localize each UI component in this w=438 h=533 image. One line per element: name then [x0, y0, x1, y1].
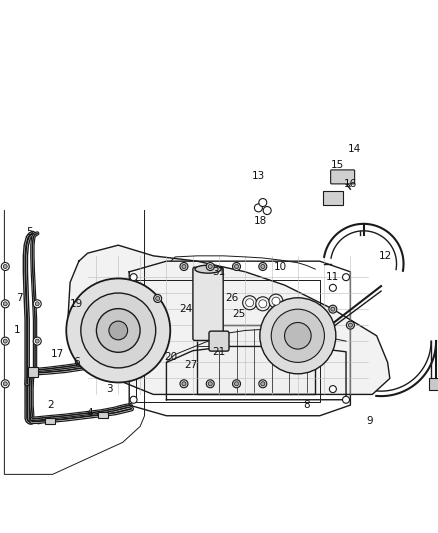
- Text: 16: 16: [344, 179, 357, 189]
- FancyBboxPatch shape: [193, 267, 223, 341]
- Text: 1: 1: [14, 326, 21, 335]
- Circle shape: [130, 273, 137, 281]
- Text: 19: 19: [70, 299, 83, 309]
- FancyBboxPatch shape: [331, 170, 355, 184]
- Circle shape: [155, 296, 160, 301]
- Circle shape: [182, 382, 186, 386]
- Circle shape: [1, 262, 9, 271]
- Circle shape: [208, 382, 212, 386]
- Text: 21: 21: [212, 347, 226, 357]
- Text: 25: 25: [232, 310, 245, 319]
- Circle shape: [182, 264, 186, 269]
- FancyBboxPatch shape: [194, 305, 220, 325]
- Circle shape: [208, 264, 212, 269]
- Circle shape: [33, 337, 41, 345]
- Circle shape: [329, 385, 336, 393]
- Circle shape: [233, 379, 240, 388]
- Circle shape: [180, 379, 188, 388]
- Circle shape: [246, 298, 254, 307]
- Circle shape: [263, 206, 271, 215]
- Circle shape: [206, 262, 214, 271]
- Text: 31: 31: [212, 267, 226, 277]
- Circle shape: [35, 339, 39, 343]
- Circle shape: [256, 297, 270, 311]
- Text: 20: 20: [164, 352, 177, 362]
- Circle shape: [261, 382, 265, 386]
- Circle shape: [81, 293, 155, 368]
- FancyBboxPatch shape: [323, 191, 343, 205]
- Circle shape: [1, 379, 9, 388]
- Circle shape: [254, 204, 262, 212]
- Bar: [429, 378, 438, 391]
- Circle shape: [66, 278, 170, 383]
- Bar: [197, 325, 315, 394]
- Text: 12: 12: [379, 251, 392, 261]
- Circle shape: [3, 382, 7, 386]
- Circle shape: [130, 396, 137, 403]
- Text: 18: 18: [254, 216, 267, 226]
- Circle shape: [343, 273, 350, 281]
- Circle shape: [35, 302, 39, 306]
- Circle shape: [154, 294, 162, 303]
- Circle shape: [259, 198, 267, 207]
- Text: 3: 3: [106, 384, 113, 394]
- Circle shape: [180, 262, 188, 271]
- Circle shape: [329, 305, 337, 313]
- Circle shape: [3, 264, 7, 269]
- Circle shape: [331, 307, 335, 311]
- Text: 6: 6: [73, 358, 80, 367]
- Circle shape: [206, 379, 214, 388]
- Text: 2: 2: [47, 400, 54, 410]
- Bar: [28, 367, 38, 377]
- Circle shape: [259, 379, 267, 388]
- Text: 7: 7: [16, 294, 23, 303]
- Circle shape: [234, 264, 239, 269]
- Circle shape: [343, 396, 350, 403]
- Text: 15: 15: [331, 160, 344, 170]
- Circle shape: [269, 294, 283, 308]
- Ellipse shape: [195, 265, 221, 273]
- Text: 4: 4: [86, 408, 93, 418]
- Text: 14: 14: [348, 144, 361, 154]
- Text: 27: 27: [184, 360, 197, 370]
- Circle shape: [234, 382, 239, 386]
- Text: 5: 5: [26, 227, 33, 237]
- Circle shape: [271, 309, 325, 362]
- Circle shape: [260, 298, 336, 374]
- Circle shape: [3, 302, 7, 306]
- Circle shape: [259, 262, 267, 271]
- Polygon shape: [68, 245, 390, 394]
- Bar: [46, 417, 55, 424]
- Text: 8: 8: [303, 400, 310, 410]
- Circle shape: [259, 300, 267, 308]
- Text: 26: 26: [226, 294, 239, 303]
- Circle shape: [3, 339, 7, 343]
- Text: 11: 11: [326, 272, 339, 282]
- Circle shape: [1, 300, 9, 308]
- Text: 9: 9: [367, 416, 374, 426]
- Circle shape: [96, 309, 140, 352]
- Circle shape: [348, 323, 353, 327]
- Circle shape: [1, 337, 9, 345]
- Text: 17: 17: [50, 350, 64, 359]
- Circle shape: [272, 297, 280, 305]
- Text: 13: 13: [252, 171, 265, 181]
- Circle shape: [329, 284, 336, 292]
- Circle shape: [261, 264, 265, 269]
- Circle shape: [346, 321, 354, 329]
- Circle shape: [33, 300, 41, 308]
- Circle shape: [233, 262, 240, 271]
- Text: 24: 24: [180, 304, 193, 314]
- FancyBboxPatch shape: [209, 331, 229, 351]
- Circle shape: [109, 321, 127, 340]
- Text: 10: 10: [274, 262, 287, 271]
- Circle shape: [243, 296, 257, 310]
- Bar: [98, 411, 108, 418]
- Circle shape: [285, 322, 311, 349]
